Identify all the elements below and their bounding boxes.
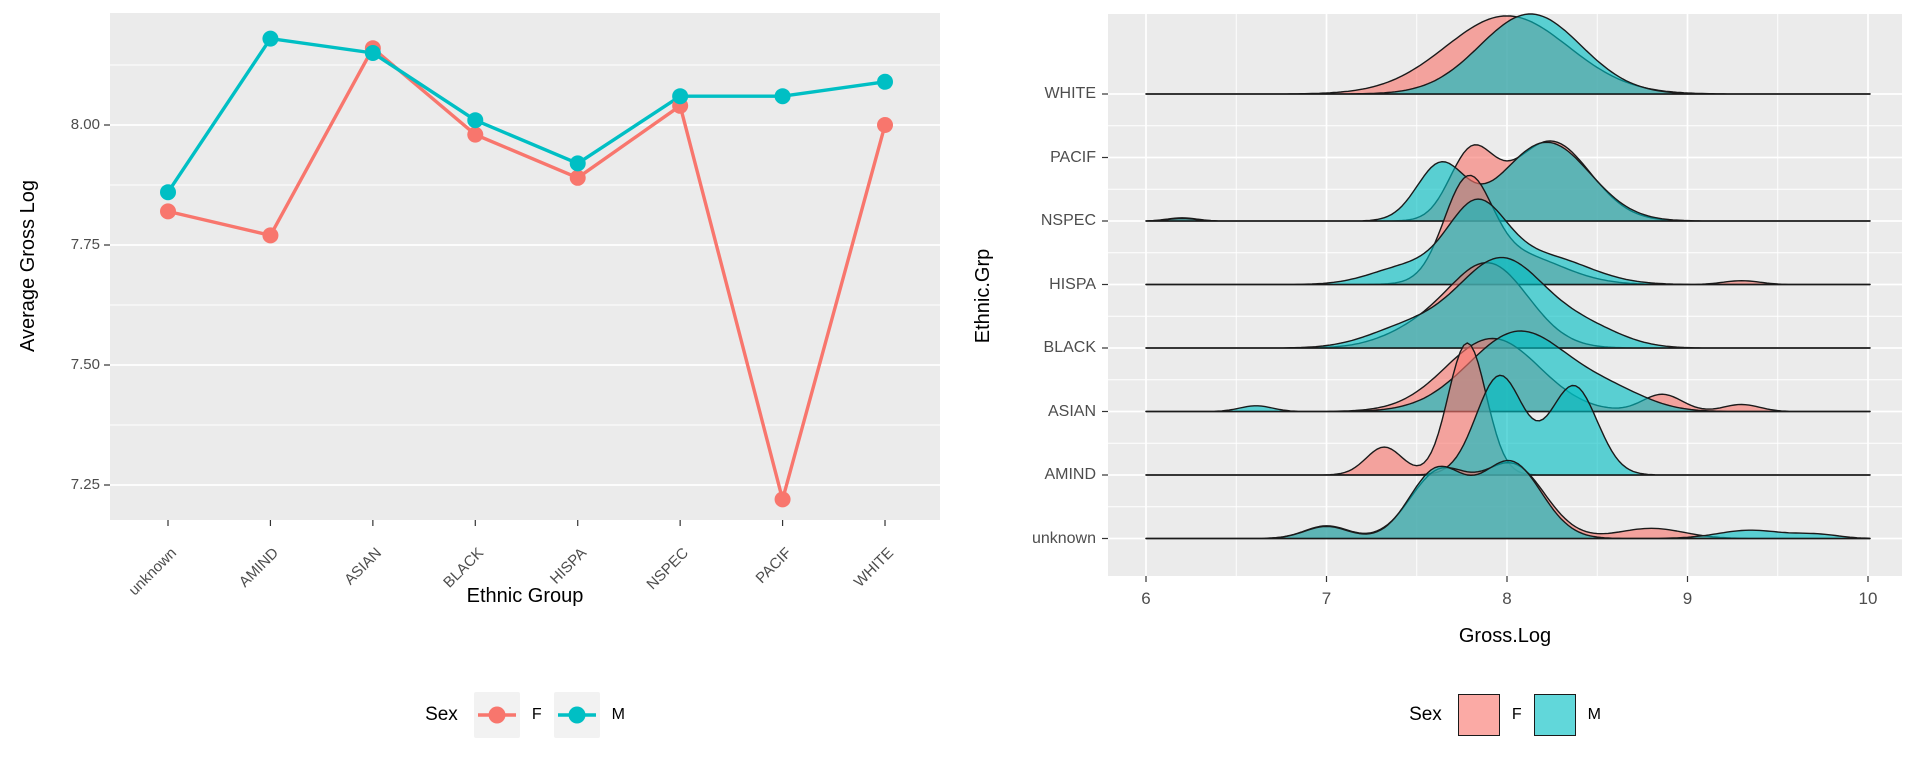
point-M-ASIAN xyxy=(364,45,381,61)
point-M-HISPA xyxy=(569,155,586,172)
point-F-WHITE xyxy=(877,117,894,133)
y-tick-label-BLACK: BLACK xyxy=(1043,339,1096,356)
left-legend: Sex F M xyxy=(110,688,940,742)
series-line-M xyxy=(166,36,886,194)
right-legend-swatch-F xyxy=(1457,694,1500,736)
y-tick-label-ASIAN: ASIAN xyxy=(1047,402,1096,420)
right-legend-label-F: F xyxy=(1511,706,1522,723)
point-F-AMIND xyxy=(262,227,279,244)
right-x-axis-title: Gross.Log xyxy=(1458,625,1552,647)
x-tick-label-8: 8 xyxy=(1502,589,1512,608)
x-tick-label-10: 10 xyxy=(1858,589,1878,608)
point-M-WHITE xyxy=(877,73,894,90)
left-legend-key-M xyxy=(553,692,600,738)
left-legend-key-F xyxy=(473,692,520,738)
x-tick-label-6: 6 xyxy=(1141,589,1151,608)
y-tick-label-AMIND: AMIND xyxy=(1044,466,1096,483)
left-panel xyxy=(110,13,940,520)
point-M-NSPEC xyxy=(672,88,689,105)
y-tick-label-PACIF: PACIF xyxy=(1050,148,1096,166)
ridge-AMIND-M xyxy=(1145,374,1871,476)
left-y-axis-title: Average Gross Log xyxy=(17,180,39,352)
point-M-AMIND xyxy=(262,30,279,47)
left-legend-title: Sex xyxy=(425,704,458,725)
point-M-BLACK xyxy=(467,112,484,129)
ridge-ASIAN-M xyxy=(1145,330,1871,413)
point-M-PACIF xyxy=(774,88,791,105)
left-legend-label-F: F xyxy=(531,706,542,723)
left-x-axis-title: Ethnic Group xyxy=(466,585,584,607)
right-legend: Sex F M xyxy=(1108,690,1902,740)
x-tick-label-7: 7 xyxy=(1321,589,1332,608)
point-F-unknown xyxy=(160,203,176,220)
y-tick-label: 7.75 xyxy=(70,236,100,253)
y-tick-label-NSPEC: NSPEC xyxy=(1040,212,1096,229)
ridge-NSPEC-M xyxy=(1145,141,1871,222)
point-line-glyph-F xyxy=(477,706,516,724)
y-tick-label: 8.00 xyxy=(70,116,100,133)
right-legend-label-M: M xyxy=(1587,706,1601,723)
right-legend-swatch-M xyxy=(1533,694,1576,736)
y-tick-label-unknown: unknown xyxy=(1031,529,1096,547)
y-tick-label: 7.50 xyxy=(70,356,100,373)
y-tick-label-WHITE: WHITE xyxy=(1044,85,1096,102)
point-line-glyph-M xyxy=(557,706,596,724)
x-tick-label-9: 9 xyxy=(1682,589,1693,608)
ridge-unknown-M xyxy=(1145,459,1871,540)
right-y-axis-title: Ethnic.Grp xyxy=(972,248,994,344)
left-legend-label-M: M xyxy=(611,706,625,723)
series-line-F xyxy=(167,45,887,506)
y-tick-label: 7.25 xyxy=(70,476,100,493)
point-F-HISPA xyxy=(569,169,586,186)
ridge-BLACK-M xyxy=(1145,256,1871,349)
y-tick-label-HISPA: HISPA xyxy=(1049,275,1096,293)
point-F-PACIF xyxy=(774,491,791,508)
right-legend-title: Sex xyxy=(1409,704,1442,725)
ridge-HISPA-M xyxy=(1145,198,1871,286)
point-M-unknown xyxy=(160,184,176,201)
point-F-BLACK xyxy=(467,126,484,143)
ridge-WHITE-M xyxy=(1145,13,1871,95)
